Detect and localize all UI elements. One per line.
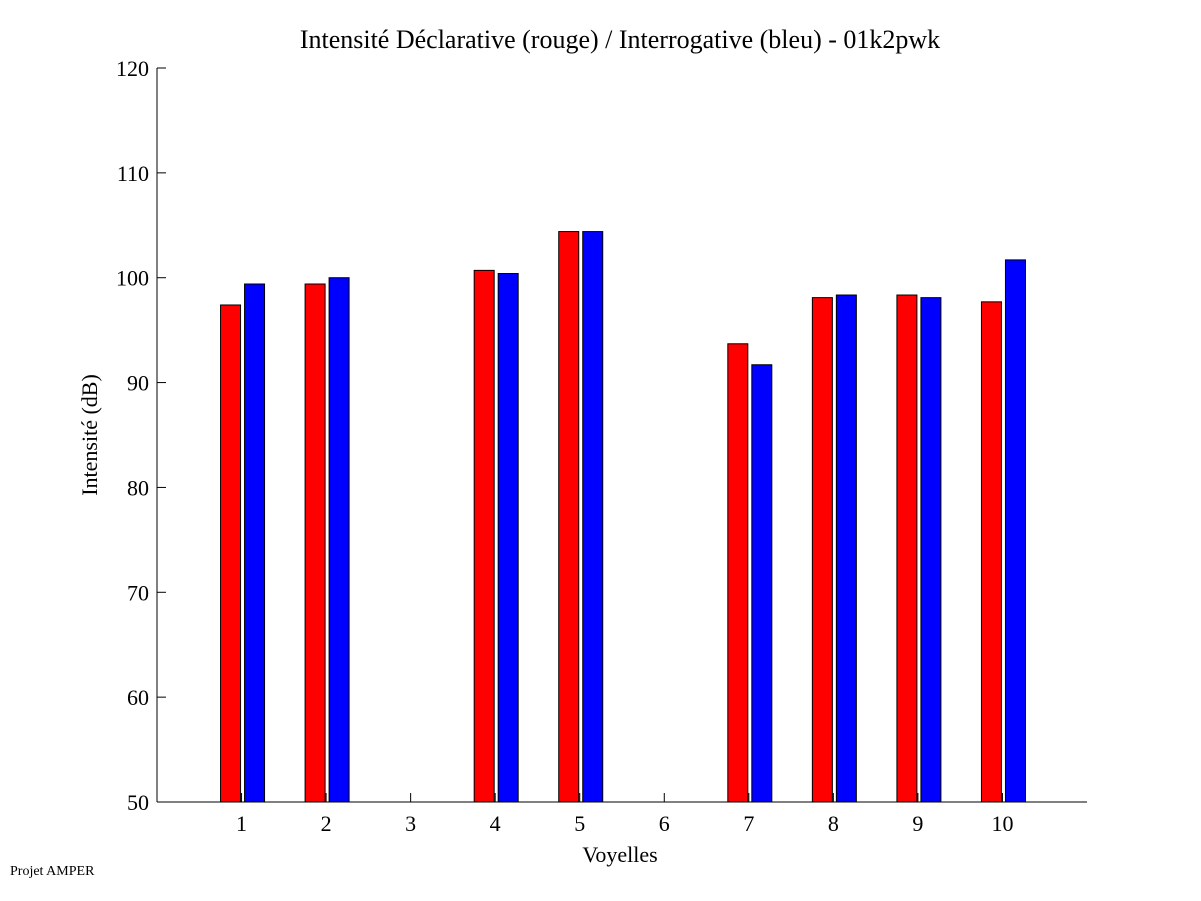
bar-interrogative-1	[244, 283, 266, 803]
x-tick-label: 7	[743, 811, 754, 836]
x-tick-label: 8	[828, 811, 839, 836]
bar-interrogative-2	[328, 277, 350, 803]
y-tick-label: 120	[116, 56, 149, 81]
x-tick-label: 9	[912, 811, 923, 836]
x-tick-label: 1	[236, 811, 247, 836]
x-tick-label: 10	[991, 811, 1013, 836]
y-tick-label: 60	[127, 685, 149, 710]
bar-interrogative-9	[920, 297, 942, 803]
bar-interrogative-10	[1004, 259, 1026, 803]
x-tick-label: 6	[659, 811, 670, 836]
x-tick-label: 5	[574, 811, 585, 836]
y-tick-label: 100	[116, 266, 149, 291]
y-tick-label: 50	[127, 790, 149, 815]
bar-interrogative-5	[582, 231, 604, 803]
y-tick-label: 70	[127, 580, 149, 605]
bar-interrogative-7	[751, 364, 773, 803]
bar-interrogative-8	[835, 294, 857, 803]
y-axis-label: Intensité (dB)	[77, 374, 102, 496]
x-axis-label: Voyelles	[582, 842, 657, 867]
bar-declarative-8	[811, 297, 833, 803]
x-tick-label: 2	[321, 811, 332, 836]
y-tick-label: 110	[117, 161, 149, 186]
x-tick-label: 3	[405, 811, 416, 836]
chart-title: Intensité Déclarative (rouge) / Interrog…	[300, 25, 940, 54]
bar-declarative-1	[220, 304, 242, 803]
y-tick-label: 80	[127, 475, 149, 500]
bar-interrogative-4	[497, 273, 519, 803]
footer-credit: Projet AMPER	[10, 864, 95, 879]
bar-declarative-4	[473, 269, 495, 803]
bar-declarative-10	[980, 301, 1002, 803]
bar-declarative-7	[727, 343, 749, 803]
x-tick-label: 4	[490, 811, 501, 836]
bar-declarative-9	[896, 294, 918, 803]
bar-declarative-2	[304, 283, 326, 803]
y-tick-label: 90	[127, 371, 149, 396]
bar-declarative-5	[558, 231, 580, 803]
